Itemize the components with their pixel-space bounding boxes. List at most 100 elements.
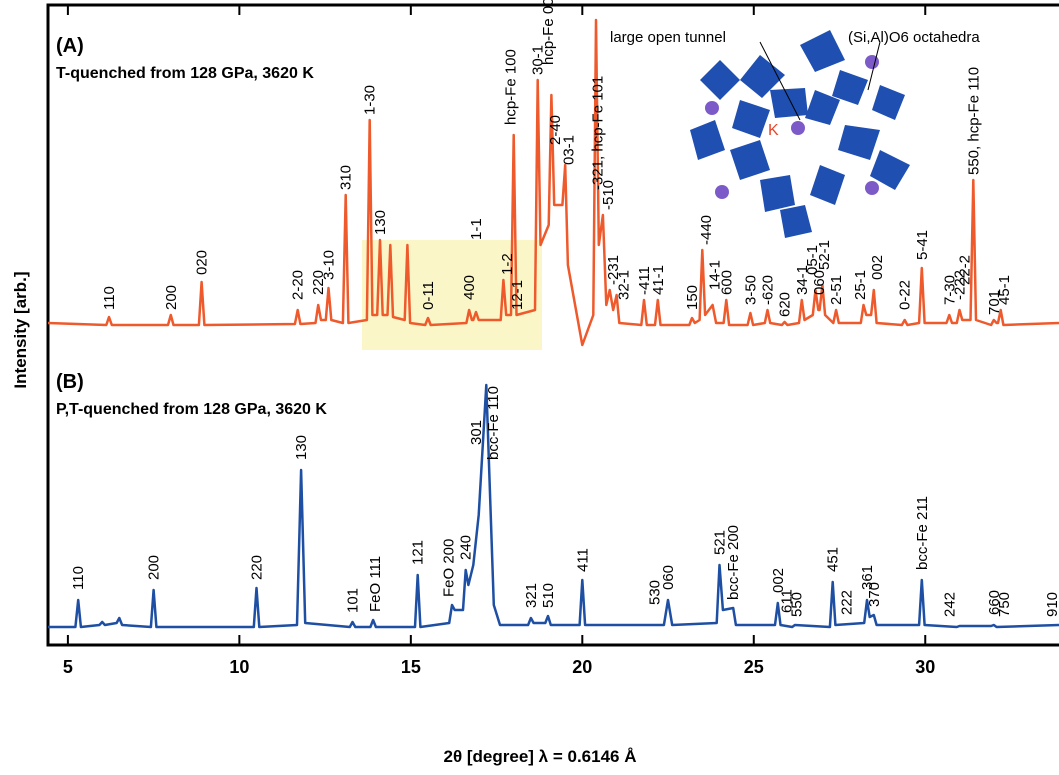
peak-label: 12-1 (509, 280, 526, 310)
peak-label: 361 (859, 565, 876, 590)
peak-label: 0-22 (897, 280, 914, 310)
octahedron (832, 70, 868, 105)
peak-label: -321, hcp-Fe 101 (590, 76, 607, 190)
peak-label: 660 (986, 590, 1003, 615)
y-axis-label: Intensity [arb.] (11, 271, 30, 388)
peak-label: bcc-Fe 110 (485, 386, 502, 460)
peak-label: hcp-Fe 002 (540, 0, 557, 65)
peak-label: 310 (338, 165, 355, 190)
peak-label: 7-30 (941, 275, 958, 305)
k-ion (705, 101, 719, 115)
peak-label: 32-1 (615, 270, 632, 300)
peak-label: 110 (70, 566, 87, 590)
peak-label: -222 (952, 270, 969, 300)
octahedron (730, 140, 770, 180)
peak-label: 03-1 (561, 135, 578, 165)
panel-subtitle: T-quenched from 128 GPa, 3620 K (56, 65, 314, 82)
peak-label: -510 (600, 180, 617, 210)
peak-label: 600 (718, 270, 735, 295)
peak-label: 750 (996, 592, 1013, 617)
peak-label: 620 (777, 292, 794, 317)
peak-label: 3-10 (321, 250, 338, 280)
peak-label: 220 (310, 270, 327, 295)
peak-label: 002 (770, 568, 787, 593)
peak-label: 45-1 (996, 275, 1013, 305)
peak-label: 14-1 (706, 260, 723, 290)
x-tick-label: 15 (401, 657, 421, 677)
peak-label: 2-20 (290, 270, 307, 300)
inset-label: large open tunnel (610, 29, 726, 46)
pointer-line (759, 41, 801, 121)
inset-label: K (768, 122, 779, 139)
peak-label: 701 (986, 290, 1003, 315)
peak-label: 0-11 (420, 281, 437, 310)
octahedron (770, 88, 808, 118)
peak-label: -411 (636, 266, 653, 295)
peak-label: hcp-Fe 100 (502, 49, 519, 125)
peak-label: 130 (293, 435, 310, 460)
peak-label: 1-1 (468, 218, 485, 240)
panel-label: (A) (56, 35, 84, 57)
peak-label: 020 (194, 250, 211, 275)
peak-label: 1-2 (499, 253, 516, 275)
octahedron (760, 175, 795, 212)
x-tick-label: 5 (63, 657, 73, 677)
panel-label: (B) (56, 371, 84, 393)
peak-label: 150 (684, 285, 701, 310)
peak-label: 301 (468, 420, 485, 445)
peak-label: 910 (1044, 592, 1059, 617)
octahedron (838, 125, 880, 160)
octahedron (780, 205, 812, 238)
k-ion (715, 185, 729, 199)
plot-frame (46, 3, 1059, 647)
peak-label: FeO 111 (367, 556, 384, 612)
octahedron (800, 30, 845, 72)
peak-label: 52-1 (816, 240, 833, 270)
x-tick-label: 30 (915, 657, 935, 677)
peak-label: 002 (869, 255, 886, 280)
peak-label: 3-50 (742, 275, 759, 305)
peak-label: -231 (605, 255, 622, 285)
pointer-line (867, 41, 881, 91)
peak-label: 060 (660, 565, 677, 590)
peak-label: 34-1 (794, 265, 811, 295)
peak-label: 25-1 (852, 270, 869, 300)
octahedron (740, 55, 785, 98)
peak-label: 370 (866, 582, 883, 607)
peak-label: 41-1 (650, 265, 667, 295)
peak-label: 200 (163, 285, 180, 310)
x-axis-label: 2θ [degree] λ = 0.6146 Å (444, 747, 637, 766)
peak-label: -620 (759, 275, 776, 305)
peak-label: 321 (523, 583, 540, 608)
trace (48, 383, 1059, 629)
x-tick-label: 10 (229, 657, 249, 677)
peak-label: 2-51 (828, 275, 845, 305)
peak-label: 2-40 (547, 115, 564, 145)
inset-label: (Si,Al)O6 octahedra (848, 29, 980, 46)
k-ion (865, 55, 879, 69)
octahedron (700, 60, 740, 100)
octahedron (872, 85, 905, 120)
peak-label: 611 (778, 589, 795, 613)
peak-label: bcc-Fe 211 (914, 496, 931, 570)
octahedron (870, 150, 910, 190)
octahedron (805, 90, 840, 125)
peak-label: 400 (461, 275, 478, 300)
peak-label: 30-1 (530, 45, 547, 75)
peak-label: 222 (838, 590, 855, 615)
peak-label: 411 (574, 548, 591, 572)
octahedron (732, 100, 770, 138)
peak-label: 550, hcp-Fe 110 (965, 67, 982, 175)
k-ion (791, 121, 805, 135)
peak-label: 130 (372, 210, 389, 235)
peak-label: 121 (410, 540, 427, 565)
k-ion (865, 181, 879, 195)
peak-label: 240 (458, 535, 475, 560)
peak-label: 101 (345, 588, 362, 613)
peak-label: 220 (249, 555, 266, 580)
crystal-inset: large open tunnel (Si,Al)O6 octahedra K (610, 29, 980, 238)
octahedron (810, 165, 845, 205)
peak-label: 521 (711, 530, 728, 555)
peak-label: bcc-Fe 200 (725, 525, 742, 600)
